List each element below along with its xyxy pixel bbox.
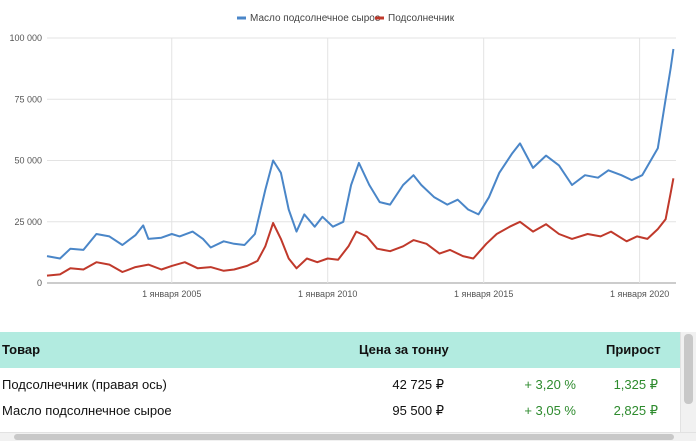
legend-label-1: Масло подсолнечное сырое (250, 13, 381, 24)
y-tick-label: 0 (37, 278, 42, 288)
header-price: Цена за тонну (359, 342, 449, 357)
y-tick-label: 25 000 (14, 217, 42, 227)
row-growth-percent: + 3,20 % (524, 377, 576, 392)
series-line-1 (46, 48, 675, 260)
row-product: Подсолнечник (правая ось) (2, 377, 167, 392)
row-growth-absolute: 1,325 ₽ (613, 377, 658, 392)
vertical-scrollbar-thumb[interactable] (684, 334, 693, 404)
table-header: Товар Цена за тонну Прирост (0, 332, 680, 368)
horizontal-scrollbar[interactable] (0, 432, 696, 441)
vertical-scrollbar[interactable] (680, 332, 696, 432)
table-row: Масло подсолнечное сырое 95 500 ₽ + 3,05… (0, 398, 680, 424)
row-growth-percent: + 3,05 % (524, 403, 576, 418)
row-growth-absolute: 2,825 ₽ (613, 403, 658, 418)
price-table: Товар Цена за тонну Прирост Подсолнечник… (0, 332, 696, 441)
row-price: 95 500 ₽ (392, 403, 444, 418)
row-price: 42 725 ₽ (392, 377, 444, 392)
x-tick-label: 1 января 2020 (610, 289, 669, 299)
x-tick-label: 1 января 2015 (454, 289, 513, 299)
row-product: Масло подсолнечное сырое (2, 403, 172, 418)
horizontal-scrollbar-thumb[interactable] (14, 434, 674, 440)
table-row: Подсолнечник (правая ось) 42 725 ₽ + 3,2… (0, 372, 680, 398)
header-product: Товар (2, 342, 41, 357)
x-tick-label: 1 января 2005 (142, 289, 201, 299)
x-tick-label: 1 января 2010 (298, 289, 357, 299)
legend-label-2: Подсолнечник (388, 13, 455, 24)
y-tick-label: 50 000 (14, 156, 42, 166)
price-chart: 0 25 000 50 000 75 000 100 000 1 января 2005 1… (9, 13, 676, 299)
header-growth: Прирост (606, 342, 661, 357)
y-tick-label: 75 000 (14, 94, 42, 104)
y-tick-label: 100 000 (9, 33, 42, 43)
series-line-2 (46, 178, 675, 277)
